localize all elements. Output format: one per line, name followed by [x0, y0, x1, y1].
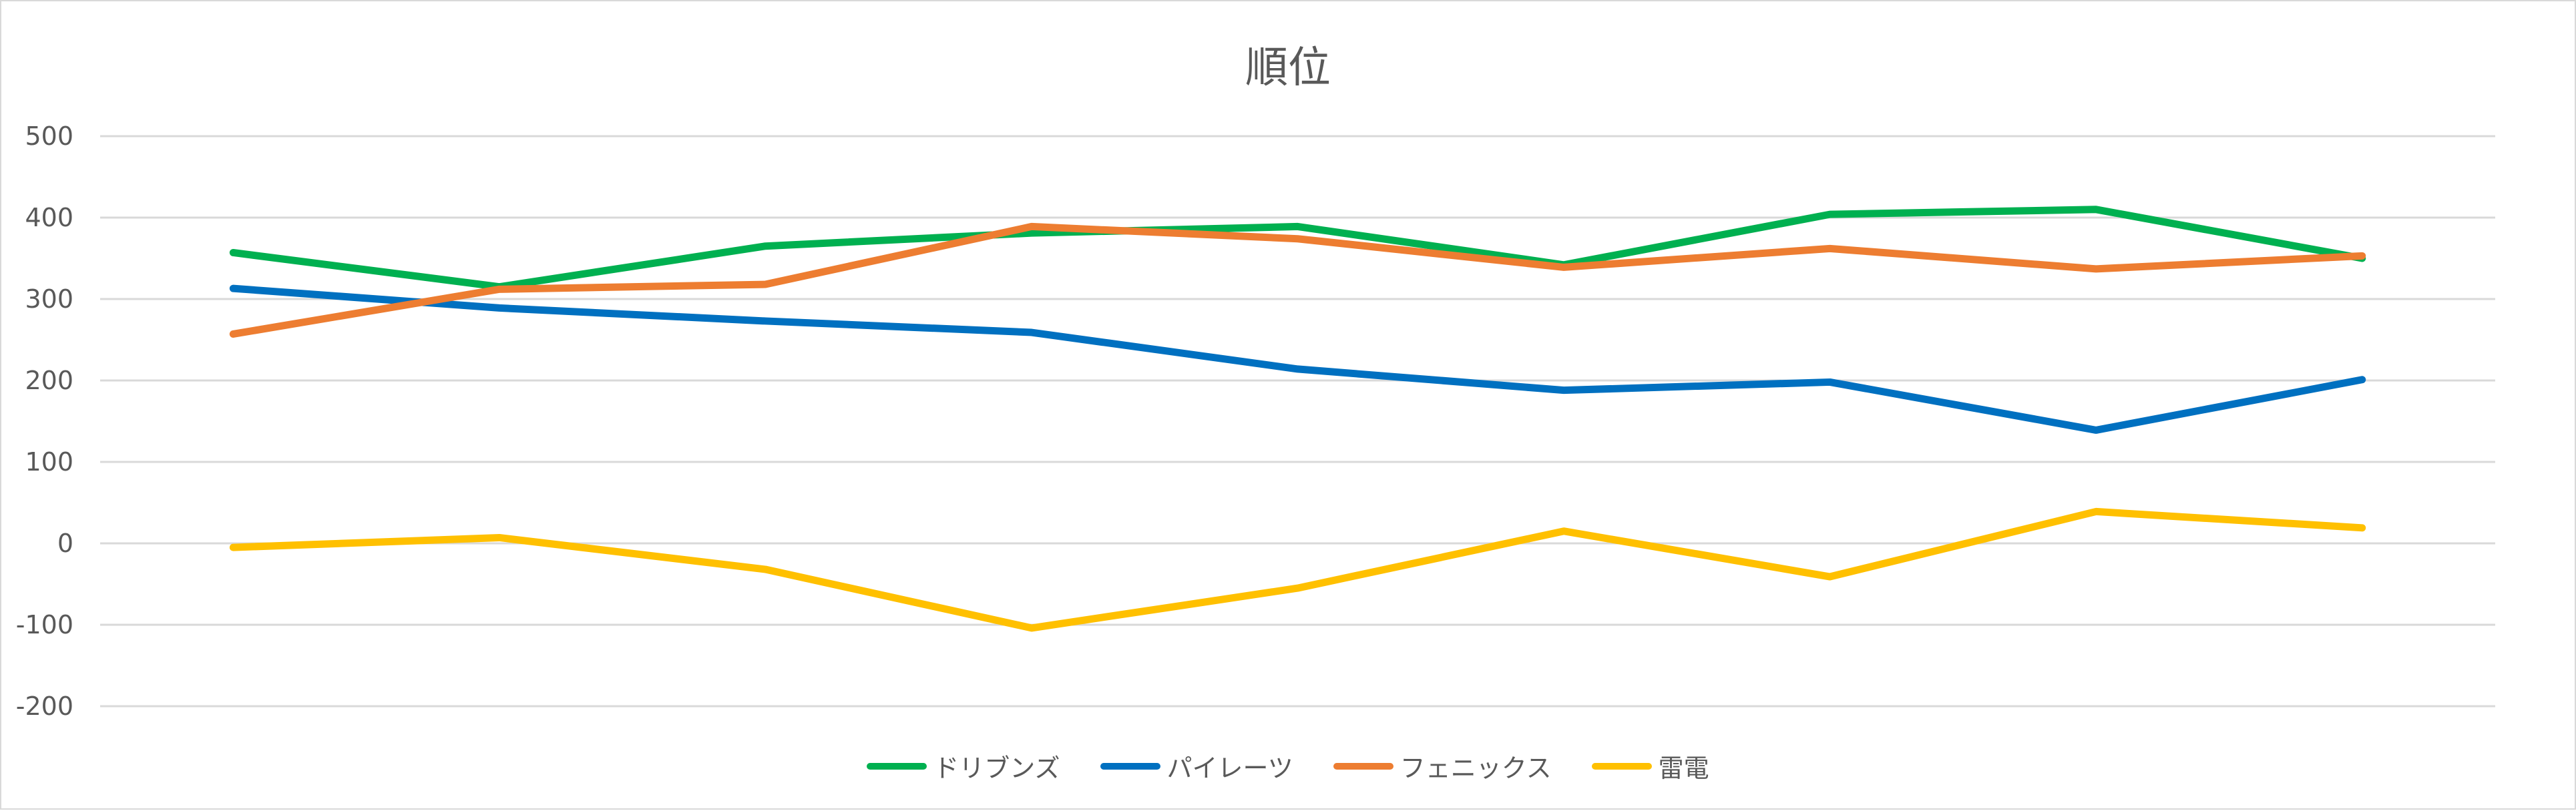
legend: ドリブンズ パイレーツ フェニックス 雷電: [1, 748, 2575, 784]
legend-item: フェニックス: [1333, 748, 1552, 784]
legend-swatch: [1333, 763, 1393, 770]
legend-label: パイレーツ: [1167, 748, 1293, 784]
legend-swatch: [867, 763, 927, 770]
y-tick-label: 0: [57, 529, 73, 558]
legend-label: ドリブンズ: [933, 748, 1060, 784]
y-tick-label: 200: [25, 366, 73, 395]
y-tick-label: -200: [16, 692, 73, 721]
y-tick-label: 500: [25, 121, 73, 151]
legend-label: フェニックス: [1400, 748, 1552, 784]
series-line-3: [233, 511, 2362, 627]
legend-item: パイレーツ: [1100, 748, 1293, 784]
legend-item: 雷電: [1592, 748, 1709, 784]
legend-swatch: [1100, 763, 1160, 770]
legend-swatch: [1592, 763, 1652, 770]
y-tick-label: 400: [25, 203, 73, 232]
y-tick-label: -100: [16, 610, 73, 639]
y-tick-label: 300: [25, 284, 73, 314]
legend-label: 雷電: [1659, 748, 1709, 784]
series-line-1: [233, 288, 2362, 430]
legend-item: ドリブンズ: [867, 748, 1060, 784]
series-line-0: [233, 210, 2362, 287]
y-tick-label: 100: [25, 447, 73, 477]
